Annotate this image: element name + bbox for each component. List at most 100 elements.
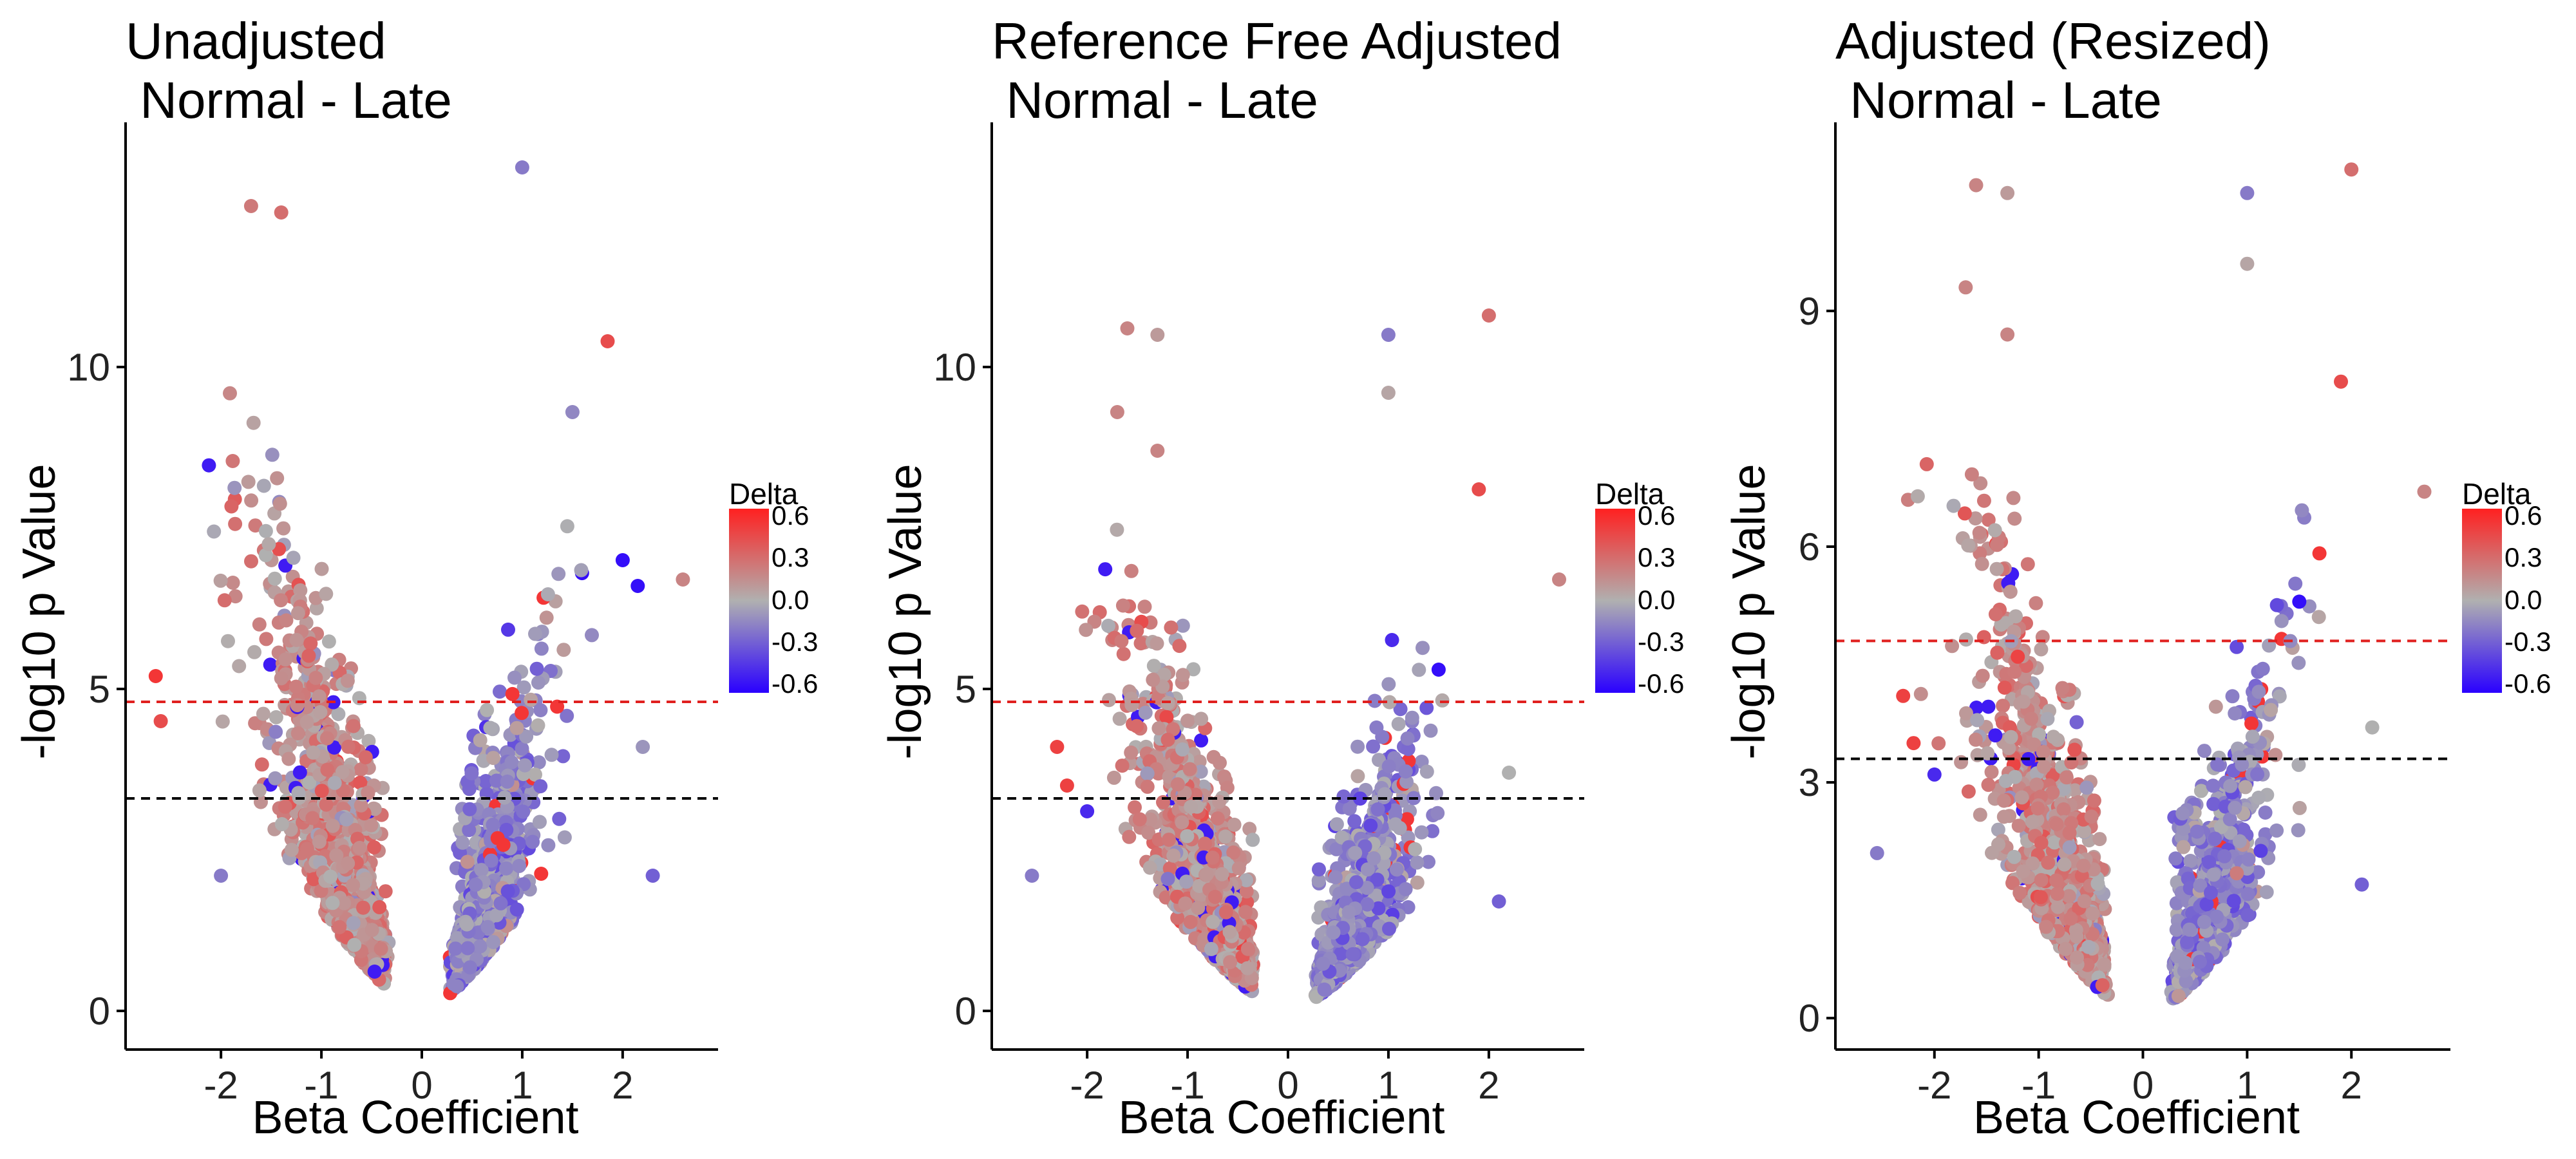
data-point [1110,522,1124,537]
data-point [1116,646,1131,661]
data-point [244,554,258,569]
data-point [1334,830,1349,845]
data-point [544,748,559,762]
data-point [1114,634,1129,648]
data-point [1175,815,1189,830]
data-point [337,896,352,910]
data-point [228,516,243,531]
data-point [1366,739,1381,754]
legend-tick: 0.6 [772,500,810,531]
data-point [325,818,340,833]
data-point [263,657,278,672]
data-point [448,941,463,956]
data-point [1419,701,1434,715]
data-points [1025,308,1566,1004]
data-point [1227,817,1242,832]
data-point [269,710,283,724]
data-point [1393,702,1408,717]
data-point [252,617,267,632]
data-point [473,939,488,954]
data-point [1122,829,1137,844]
data-point [286,551,301,565]
data-point [274,817,289,831]
data-point [1382,695,1397,710]
x-tick-label: 2 [612,1064,633,1107]
data-point [1336,789,1351,804]
data-point [462,823,477,838]
data-point [460,941,475,956]
data-point [276,521,291,536]
data-point [1329,842,1344,856]
data-point [1329,817,1344,832]
data-point [320,762,335,777]
data-point [1350,739,1365,754]
data-point [459,917,474,932]
data-point [278,652,293,667]
data-point [539,610,554,625]
legend-tick: -0.6 [772,668,819,699]
data-point [346,916,361,930]
data-point [505,686,520,701]
plot-title-line2: Normal - Late [126,71,452,129]
data-point [1194,711,1209,726]
data-point [372,900,387,914]
data-point [1175,618,1190,633]
data-point [1239,884,1254,899]
data-point [202,458,216,473]
data-point [645,869,660,883]
data-point [281,751,296,766]
data-point [528,627,542,641]
data-point [1405,710,1419,725]
data-point [267,571,282,586]
data-point [244,493,259,508]
data-point [464,766,479,780]
data-point [314,561,329,576]
data-point [468,878,483,892]
data-point [313,705,328,719]
data-point [335,765,350,780]
data-point [289,679,303,694]
data-point [519,729,534,744]
data-point [1419,764,1434,779]
data-point [600,334,615,348]
legend-colorbar [729,509,769,693]
data-point [312,689,327,704]
y-axis-title: -log10 p Value [14,464,65,760]
data-point [261,537,276,552]
data-point [341,739,355,754]
data-point [533,779,548,794]
data-point [1381,677,1396,692]
data-point [352,840,367,855]
data-point [1141,825,1156,840]
x-axis-title: Beta Coefficient [252,1092,579,1144]
data-point [574,563,589,578]
data-point [556,749,571,764]
data-point [364,818,379,833]
data-point [1410,855,1425,870]
data-point [541,838,556,853]
data-point [232,659,247,674]
data-point [269,724,283,739]
data-point [630,579,645,593]
data-point [1226,845,1241,860]
data-point [361,733,376,748]
data-point [486,935,500,950]
data-point [500,884,515,899]
data-point [248,716,263,731]
data-point [1238,905,1253,919]
data-point [515,160,529,174]
data-point [490,831,505,845]
data-point [534,641,549,656]
data-point [354,798,368,813]
data-point [493,684,507,699]
data-point [256,706,270,721]
data-point [462,960,477,975]
legend-tick: 0.3 [772,542,810,572]
data-point [321,634,336,649]
data-point [1218,829,1233,844]
data-point [301,648,316,663]
data-point [531,718,545,733]
data-point [560,708,574,723]
data-point [529,661,544,676]
data-point [1381,759,1396,774]
